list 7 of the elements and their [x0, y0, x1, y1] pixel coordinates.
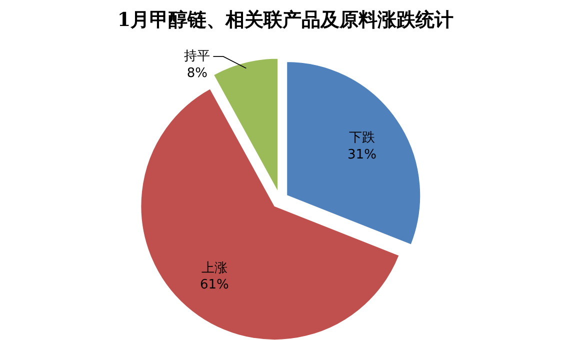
- data-label: 61%: [200, 278, 229, 293]
- chart-title: 1月甲醇链、相关联产品及原料涨跌统计: [117, 9, 454, 31]
- data-label: 8%: [186, 66, 208, 81]
- slice-label: 持平: [184, 48, 210, 64]
- slice-label: 下跌: [348, 130, 375, 146]
- data-label: 31%: [348, 148, 376, 163]
- slice-label: 上涨: [201, 260, 228, 276]
